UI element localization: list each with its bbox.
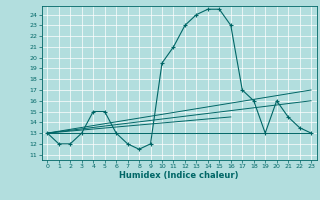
X-axis label: Humidex (Indice chaleur): Humidex (Indice chaleur) [119, 171, 239, 180]
